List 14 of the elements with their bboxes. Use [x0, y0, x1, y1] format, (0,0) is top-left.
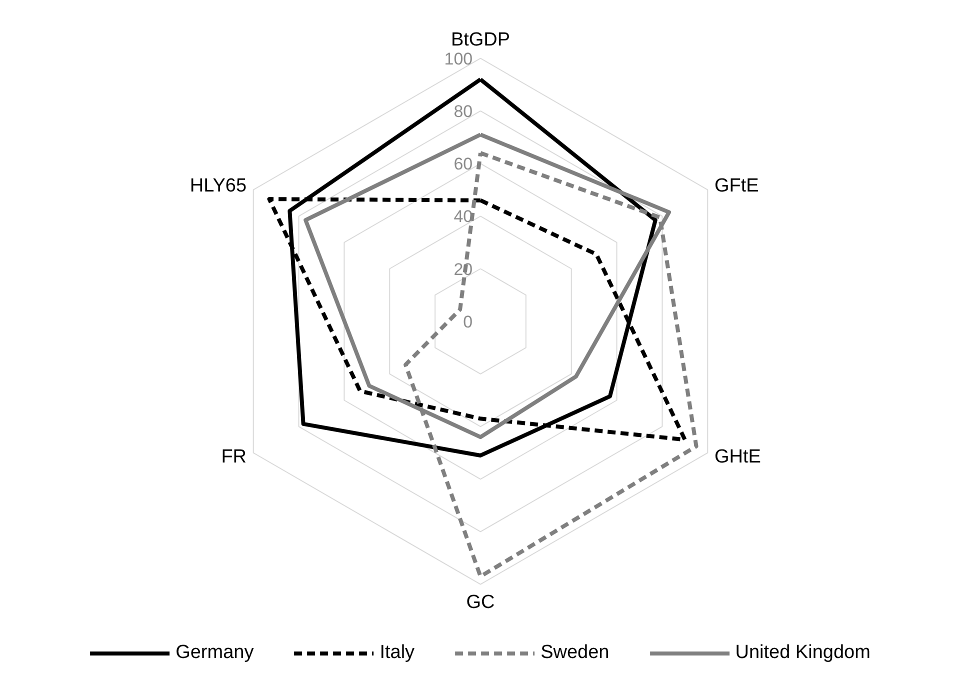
legend-label: Sweden	[540, 642, 610, 664]
y-tick-label: 80	[454, 102, 473, 121]
y-tick-label: 100	[444, 49, 473, 68]
spoke-label: FR	[221, 446, 247, 468]
legend-label: United Kingdom	[735, 642, 870, 664]
y-tick-label: 0	[463, 312, 473, 332]
spoke-label: BtGDP	[450, 29, 510, 50]
spoke-label: GHtE	[714, 446, 761, 468]
legend-label: Germany	[176, 642, 254, 664]
spoke-label: HLY65	[190, 175, 247, 196]
spoke-label: GC	[466, 592, 495, 614]
y-tick-label: 60	[454, 154, 473, 174]
legend-label: Italy	[380, 642, 415, 664]
spoke-label: GFtE	[714, 175, 759, 196]
